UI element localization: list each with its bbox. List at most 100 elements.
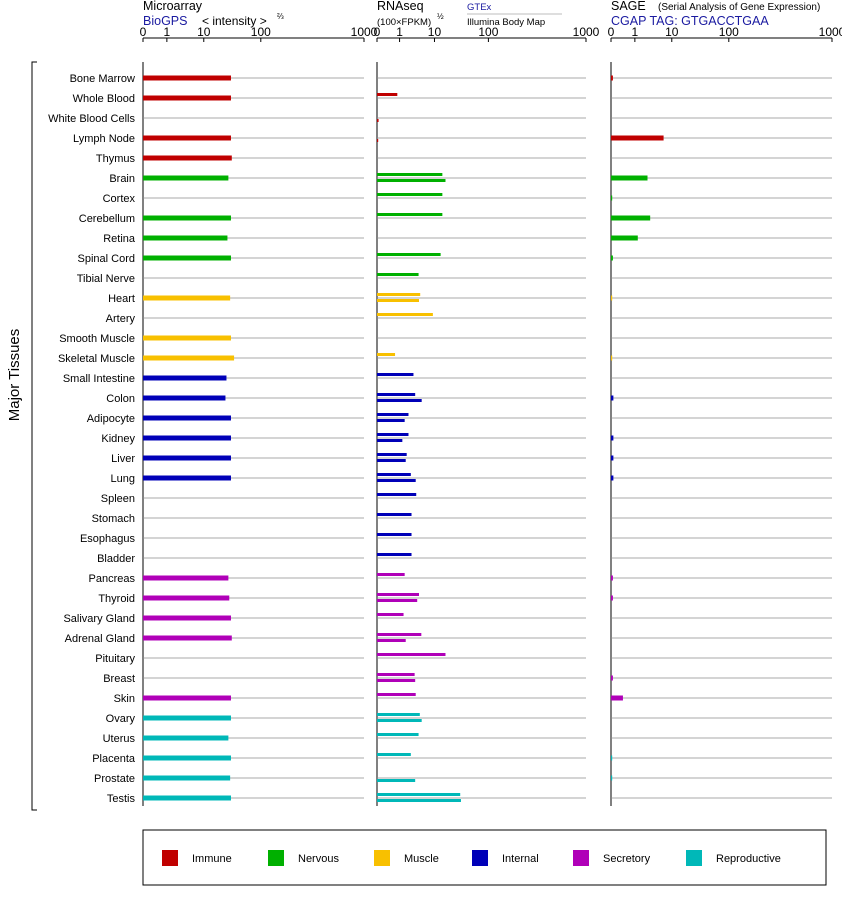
microarray-title: Microarray [143,0,203,13]
rnaseq-illumina-bar [377,799,461,802]
rnaseq-gtex-bar [377,673,415,676]
tick-label: 0 [608,25,615,39]
microarray-bar [143,435,231,441]
rnaseq-illumina-bar [377,479,416,482]
microarray-bar [143,175,229,181]
microarray-bar [143,715,231,721]
tissue-label: Salivary Gland [63,613,135,625]
tissue-label: Skeletal Muscle [58,353,135,365]
tissue-label: Artery [106,313,136,325]
microarray-bar [143,755,231,761]
rnaseq-illumina-bar [377,399,422,402]
tissue-label: Testis [107,793,136,805]
rnaseq-gtex-bar [377,293,421,296]
rnaseq-illumina-bar [377,599,418,602]
microarray-bar [143,475,231,481]
sage-bar [611,775,613,781]
microarray-bar [143,735,229,741]
rnaseq-gtex-bar [377,493,417,496]
rnaseq-gtex-bar [377,373,414,376]
tissue-label: Breast [103,673,135,685]
sage-bar [611,435,614,441]
rnaseq-gtex-bar [377,93,398,96]
rnaseq-gtex-bar [377,753,411,756]
rnaseq-gtex-bar [377,313,433,316]
microarray-bar [143,375,227,381]
tissue-label: Brain [109,173,135,185]
sage-bar [611,75,613,81]
rnaseq-gtex-bar [377,173,443,176]
tick-label: 100 [251,25,271,39]
tissue-label: Uterus [103,733,136,745]
sage-bar [611,235,638,241]
rnaseq-gtex-bar [377,453,407,456]
rnaseq-gtex-bar [377,393,416,396]
microarray-bar [143,75,231,81]
tissue-bracket [31,61,37,811]
sage-bar [611,255,613,261]
tissue-label: Smooth Muscle [59,333,135,345]
rnaseq-source-gtex: GTEx [467,2,492,13]
grid-layer [142,62,832,806]
sage-bar [611,395,614,401]
tick-label: 100 [478,25,498,39]
rnaseq-illumina-bar [377,719,422,722]
sage-bar [611,175,648,181]
rnaseq-gtex-bar [377,613,404,616]
tissue-label: Placenta [92,753,136,765]
rnaseq-gtex-bar [377,713,420,716]
rnaseq-illumina-bar [377,639,406,642]
axes-layer: 011010010000110100100001101001000 [140,25,842,42]
tick-label: 1000 [351,25,378,39]
legend-swatch [374,850,390,866]
tissue-label: Ovary [106,713,136,725]
sage-bar [611,295,613,301]
rnaseq-illumina-bar [377,419,405,422]
tick-label: 1 [164,25,171,39]
microarray-bar [143,215,231,221]
rnaseq-gtex-bar [377,473,411,476]
sage-bar [611,575,613,581]
rnaseq-gtex-bar [377,653,446,656]
tissue-label: Colon [106,393,135,405]
tissue-label: Esophagus [80,533,136,545]
rnaseq-gtex-bar [377,533,412,536]
rnaseq-title: RNAseq [377,0,424,13]
tissue-label: Bladder [97,553,135,565]
tissue-label: Skin [114,693,135,705]
tick-label: 1000 [573,25,600,39]
tissue-label: White Blood Cells [48,113,135,125]
rnaseq-scale-note: (100×FPKM) [377,17,431,28]
microarray-bar [143,295,231,301]
tissue-label: Lymph Node [73,133,135,145]
legend-swatch [472,850,488,866]
tick-label: 10 [197,25,211,39]
microarray-bar [143,155,232,161]
legend-label: Immune [192,853,232,865]
legend-label: Secretory [603,853,651,865]
microarray-scale-note: < intensity > [202,14,267,28]
rnaseq-gtex-bar [377,553,412,556]
microarray-bar [143,455,231,461]
tissue-label: Whole Blood [73,93,135,105]
rnaseq-illumina-bar [377,179,446,182]
tissue-label: Spleen [101,493,135,505]
tick-label: 100 [719,25,739,39]
rnaseq-source-illumina: Illumina Body Map [467,17,545,28]
sage-bar [611,675,613,681]
tissue-label: Liver [111,453,135,465]
sage-bar [611,355,613,361]
tissue-label: Bone Marrow [70,73,135,85]
microarray-bar [143,775,231,781]
microarray-source: BioGPS [143,14,187,28]
legend: Immune Nervous Muscle Internal Secretory Repr… [162,850,781,866]
rnaseq-illumina-bar [377,299,419,302]
bars-layer [143,75,664,802]
rnaseq-gtex-bar [377,633,422,636]
microarray-bar [143,255,231,261]
microarray-bar [143,95,231,101]
rnaseq-gtex-bar [377,793,461,796]
sage-header: SAGE (Serial Analysis of Gene Expression… [611,0,820,28]
microarray-bar [143,355,235,361]
